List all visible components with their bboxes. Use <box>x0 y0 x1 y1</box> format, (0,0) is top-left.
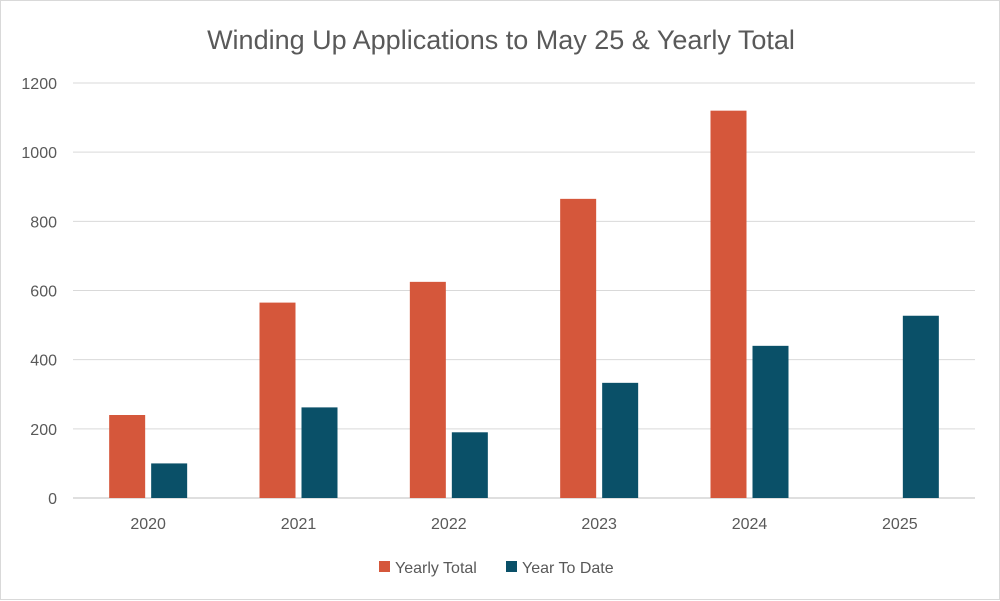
y-tick-label: 1000 <box>21 145 57 162</box>
x-tick-label: 2020 <box>130 516 166 533</box>
x-tick-label: 2022 <box>431 516 467 533</box>
bar-yearly-total-2022 <box>409 281 446 498</box>
x-tick-label: 2023 <box>581 516 617 533</box>
bar-year-to-date-2022 <box>451 432 488 498</box>
y-axis-ticks: 0 200 400 600 800 1000 1200 <box>21 76 57 508</box>
bars <box>109 110 939 499</box>
legend-swatch-year-to-date <box>506 561 517 572</box>
y-tick-label: 1200 <box>21 76 57 93</box>
y-tick-label: 600 <box>30 284 57 301</box>
x-axis-ticks: 2020 2021 2022 2023 2024 2025 <box>130 516 917 533</box>
bar-year-to-date-2025 <box>902 315 939 498</box>
x-tick-label: 2025 <box>882 516 918 533</box>
bar-yearly-total-2023 <box>560 198 597 498</box>
bar-year-to-date-2024 <box>752 345 789 498</box>
x-tick-label: 2024 <box>732 516 768 533</box>
chart-title: Winding Up Applications to May 25 & Year… <box>207 25 795 55</box>
bar-year-to-date-2023 <box>602 382 639 498</box>
bar-yearly-total-2021 <box>259 302 296 498</box>
y-tick-label: 200 <box>30 422 57 439</box>
y-tick-label: 800 <box>30 214 57 231</box>
legend-swatch-yearly-total <box>379 561 390 572</box>
bar-yearly-total-2020 <box>109 415 146 498</box>
legend: Yearly Total Year To Date <box>379 560 614 577</box>
bar-year-to-date-2021 <box>301 407 338 498</box>
y-tick-label: 400 <box>30 353 57 370</box>
bar-year-to-date-2020 <box>151 463 188 498</box>
y-tick-label: 0 <box>48 491 57 508</box>
bar-yearly-total-2024 <box>710 110 747 499</box>
legend-label: Year To Date <box>522 560 614 577</box>
gridlines <box>73 82 975 499</box>
x-tick-label: 2021 <box>281 516 317 533</box>
legend-label: Yearly Total <box>395 560 477 577</box>
